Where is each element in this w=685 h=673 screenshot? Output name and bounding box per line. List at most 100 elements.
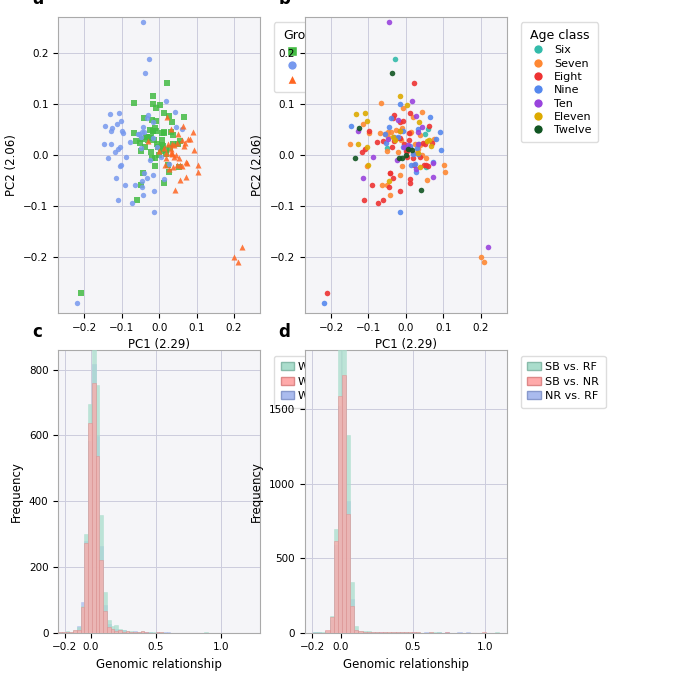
Point [388,132,399,143]
Point [161,111,172,122]
Point [151,103,162,114]
Point [146,146,157,157]
Point [392,133,403,143]
Point [423,123,434,134]
Bar [122,630,125,633]
Point [395,135,406,145]
Point [168,152,179,163]
Point [148,126,159,137]
Bar [140,631,145,633]
Point [126,198,137,209]
Bar [103,605,107,633]
Bar [133,632,137,633]
Point [356,147,367,157]
Point [138,127,149,138]
Bar [342,376,346,633]
Point [361,142,372,153]
Point [393,132,403,143]
Point [412,147,423,158]
Point [410,111,421,122]
Point [138,113,149,124]
Point [148,99,159,110]
Bar [99,560,103,633]
Text: b: b [279,0,290,8]
Point [106,126,117,137]
Point [363,125,374,136]
Bar [325,631,329,633]
Bar [77,627,81,633]
Point [140,141,151,152]
Point [135,142,146,153]
Point [359,144,370,155]
Point [174,160,185,171]
Point [405,108,416,118]
Point [413,116,424,127]
Point [395,126,406,137]
Point [416,106,427,117]
Point [391,125,402,135]
Point [171,121,182,132]
Point [383,127,394,138]
Point [351,108,362,119]
Point [117,127,128,138]
Point [436,144,447,155]
Point [158,174,169,184]
Point [166,116,177,127]
Point [399,142,410,153]
Point [479,256,490,267]
Point [157,135,168,145]
Point [420,139,431,150]
Bar [358,631,362,633]
Bar [118,631,122,633]
Point [405,178,416,189]
Point [389,136,400,147]
Bar [358,631,362,633]
Point [322,287,333,298]
Bar [140,631,145,633]
Point [424,121,435,132]
Bar [84,542,88,633]
Bar [62,632,66,633]
Point [184,133,195,144]
Point [111,119,122,130]
Bar [325,631,329,633]
Point [360,108,371,119]
Point [382,180,393,190]
Point [408,153,419,164]
Text: c: c [32,324,42,341]
Point [145,155,155,166]
Bar [107,625,110,633]
Point [150,122,161,133]
Bar [125,631,129,633]
Point [410,139,421,149]
Point [397,161,408,172]
Point [382,142,393,153]
Point [150,152,161,163]
Bar [354,626,358,633]
Point [169,139,179,150]
Point [158,128,169,139]
Point [137,182,148,193]
Bar [122,630,125,633]
Point [412,124,423,135]
Point [414,152,425,163]
Point [423,135,434,145]
Bar [334,529,338,633]
Point [153,150,164,161]
Point [405,128,416,139]
Point [400,150,411,161]
Point [439,167,450,178]
Point [353,139,364,149]
Point [395,186,406,197]
Bar [371,632,375,633]
Bar [342,260,346,633]
Bar [354,630,358,633]
Bar [96,456,99,633]
Point [382,146,393,157]
Point [383,134,394,145]
Point [107,122,118,133]
Point [434,127,445,137]
Point [166,139,177,149]
Point [401,100,412,111]
Bar [73,631,77,633]
